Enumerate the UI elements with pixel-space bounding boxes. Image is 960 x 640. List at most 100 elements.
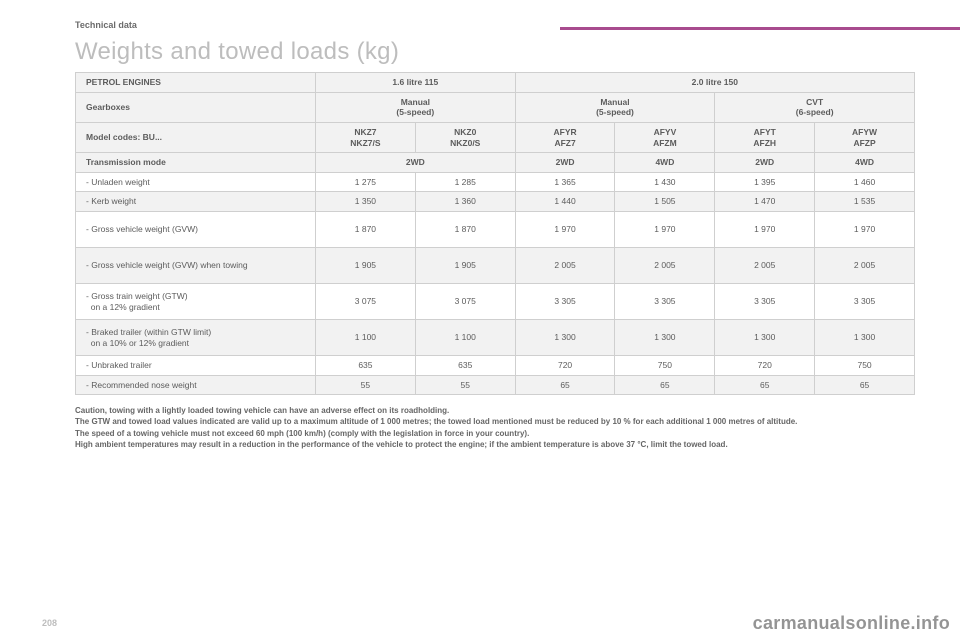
cell-value: 1 300 (515, 320, 615, 356)
table-row: Braked trailer (within GTW limit) on a 1… (76, 320, 915, 356)
cell-value: 1 970 (515, 212, 615, 248)
footnote-line: The speed of a towing vehicle must not e… (75, 428, 915, 439)
cell-value: 1 970 (815, 212, 915, 248)
table-row: Kerb weight1 3501 3601 4401 5051 4701 53… (76, 192, 915, 212)
watermark: carmanualsonline.info (753, 613, 950, 634)
row-label: Kerb weight (76, 192, 316, 212)
cell-value: 1 395 (715, 172, 815, 192)
cell-value: 3 305 (715, 284, 815, 320)
row-label: Gross train weight (GTW) on a 12% gradie… (76, 284, 316, 320)
gearbox-manual5-a: Manual(5-speed) (316, 92, 516, 122)
cell-value: 1 440 (515, 192, 615, 212)
cell-value: 55 (415, 375, 515, 395)
engine-col-1-6: 1.6 litre 115 (316, 73, 516, 93)
cell-value: 1 505 (615, 192, 715, 212)
accent-bar (560, 27, 960, 30)
cell-value: 2 005 (715, 248, 815, 284)
cell-value: 3 075 (415, 284, 515, 320)
cell-value: 2 005 (815, 248, 915, 284)
cell-value: 1 905 (415, 248, 515, 284)
cell-value: 3 305 (615, 284, 715, 320)
row-label: Unbraked trailer (76, 356, 316, 376)
cell-value: 1 300 (615, 320, 715, 356)
table-row-gearboxes: Gearboxes Manual(5-speed) Manual(5-speed… (76, 92, 915, 122)
footnotes: Caution, towing with a lightly loaded to… (75, 405, 915, 450)
cell-value: 720 (715, 356, 815, 376)
row-label: Gross vehicle weight (GVW) when towing (76, 248, 316, 284)
cell-value: 635 (316, 356, 416, 376)
cell-value: 1 460 (815, 172, 915, 192)
table-row-engines: PETROL ENGINES 1.6 litre 115 2.0 litre 1… (76, 73, 915, 93)
weights-table: PETROL ENGINES 1.6 litre 115 2.0 litre 1… (75, 72, 915, 395)
gearbox-manual5-b: Manual(5-speed) (515, 92, 715, 122)
cell-value: 65 (515, 375, 615, 395)
table-row: Gross vehicle weight (GVW)1 8701 8701 97… (76, 212, 915, 248)
cell-value: 635 (415, 356, 515, 376)
cell-value: 1 100 (415, 320, 515, 356)
cell-value: 3 305 (815, 284, 915, 320)
document-page: Technical data Weights and towed loads (… (0, 0, 960, 640)
engine-col-2-0: 2.0 litre 150 (515, 73, 914, 93)
footnote-line: High ambient temperatures may result in … (75, 439, 915, 450)
cell-value: 55 (316, 375, 416, 395)
cell-value: 750 (615, 356, 715, 376)
table-row: Recommended nose weight555565656565 (76, 375, 915, 395)
footnote-line: The GTW and towed load values indicated … (75, 416, 915, 427)
table-row: Gross vehicle weight (GVW) when towing1 … (76, 248, 915, 284)
table-row-transmission: Transmission mode 2WD 2WD 4WD 2WD 4WD (76, 153, 915, 173)
row-label: Gross vehicle weight (GVW) (76, 212, 316, 248)
cell-value: 2 005 (515, 248, 615, 284)
row-label-main: Gross train weight (GTW) (91, 291, 187, 301)
footnote-line: Caution, towing with a lightly loaded to… (75, 405, 915, 416)
model-code-6: AFYWAFZP (815, 122, 915, 152)
row-label-sub: on a 10% or 12% gradient (86, 338, 311, 349)
transmission-d: 2WD (715, 153, 815, 173)
transmission-a: 2WD (316, 153, 516, 173)
transmission-e: 4WD (815, 153, 915, 173)
cell-value: 1 905 (316, 248, 416, 284)
page-number: 208 (42, 618, 57, 628)
cell-value: 1 300 (715, 320, 815, 356)
cell-value: 750 (815, 356, 915, 376)
row-label-main: Braked trailer (within GTW limit) (91, 327, 211, 337)
cell-value: 3 305 (515, 284, 615, 320)
cell-value: 1 430 (615, 172, 715, 192)
row-label: Recommended nose weight (76, 375, 316, 395)
row-label-sub: on a 12% gradient (86, 302, 311, 313)
cell-value: 720 (515, 356, 615, 376)
table-row: Gross train weight (GTW) on a 12% gradie… (76, 284, 915, 320)
model-code-2: NKZ0NKZ0/S (415, 122, 515, 152)
table-row: Unladen weight1 2751 2851 3651 4301 3951… (76, 172, 915, 192)
transmission-label: Transmission mode (76, 153, 316, 173)
cell-value: 2 005 (615, 248, 715, 284)
model-code-4: AFYVAFZM (615, 122, 715, 152)
cell-value: 1 300 (815, 320, 915, 356)
gearboxes-label: Gearboxes (76, 92, 316, 122)
cell-value: 1 100 (316, 320, 416, 356)
row-label: Unladen weight (76, 172, 316, 192)
cell-value: 1 970 (615, 212, 715, 248)
cell-value: 1 275 (316, 172, 416, 192)
gearbox-cvt6: CVT(6-speed) (715, 92, 915, 122)
cell-value: 3 075 (316, 284, 416, 320)
table-row: Unbraked trailer635635720750720750 (76, 356, 915, 376)
cell-value: 1 350 (316, 192, 416, 212)
model-code-5: AFYTAFZH (715, 122, 815, 152)
cell-value: 1 365 (515, 172, 615, 192)
cell-value: 65 (715, 375, 815, 395)
page-title: Weights and towed loads (kg) (75, 38, 915, 66)
model-code-1: NKZ7NKZ7/S (316, 122, 416, 152)
row-label: Braked trailer (within GTW limit) on a 1… (76, 320, 316, 356)
cell-value: 1 285 (415, 172, 515, 192)
cell-value: 1 535 (815, 192, 915, 212)
engines-label: PETROL ENGINES (76, 73, 316, 93)
table-body: Unladen weight1 2751 2851 3651 4301 3951… (76, 172, 915, 395)
table-row-model-codes: Model codes: BU... NKZ7NKZ7/S NKZ0NKZ0/S… (76, 122, 915, 152)
model-codes-label: Model codes: BU... (76, 122, 316, 152)
transmission-c: 4WD (615, 153, 715, 173)
model-code-3: AFYRAFZ7 (515, 122, 615, 152)
cell-value: 1 870 (415, 212, 515, 248)
cell-value: 65 (815, 375, 915, 395)
cell-value: 1 470 (715, 192, 815, 212)
transmission-b: 2WD (515, 153, 615, 173)
